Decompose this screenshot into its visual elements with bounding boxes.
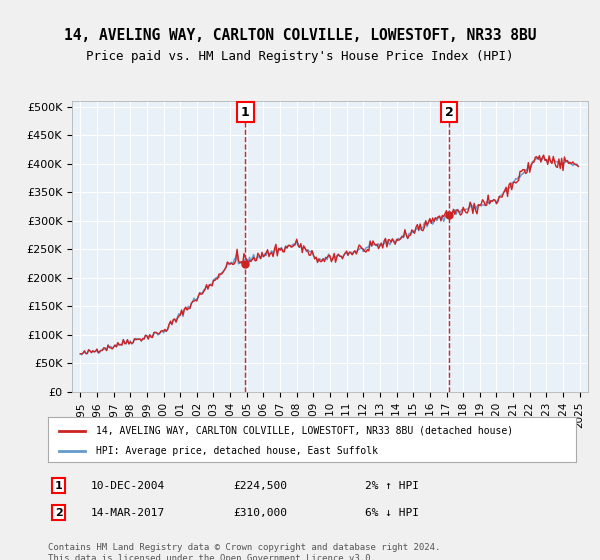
Text: 14-MAR-2017: 14-MAR-2017	[90, 508, 164, 517]
Text: 14, AVELING WAY, CARLTON COLVILLE, LOWESTOFT, NR33 8BU (detached house): 14, AVELING WAY, CARLTON COLVILLE, LOWES…	[95, 426, 512, 436]
Text: 1: 1	[55, 480, 62, 491]
Text: £310,000: £310,000	[233, 508, 287, 517]
Text: 2% ↑ HPI: 2% ↑ HPI	[365, 480, 419, 491]
Text: HPI: Average price, detached house, East Suffolk: HPI: Average price, detached house, East…	[95, 446, 377, 456]
Text: Contains HM Land Registry data © Crown copyright and database right 2024.
This d: Contains HM Land Registry data © Crown c…	[48, 543, 440, 560]
Text: 6% ↓ HPI: 6% ↓ HPI	[365, 508, 419, 517]
Text: £224,500: £224,500	[233, 480, 287, 491]
Text: 10-DEC-2004: 10-DEC-2004	[90, 480, 164, 491]
Text: 2: 2	[445, 106, 454, 119]
Text: Price paid vs. HM Land Registry's House Price Index (HPI): Price paid vs. HM Land Registry's House …	[86, 50, 514, 63]
Text: 1: 1	[241, 106, 250, 119]
Text: 14, AVELING WAY, CARLTON COLVILLE, LOWESTOFT, NR33 8BU: 14, AVELING WAY, CARLTON COLVILLE, LOWES…	[64, 28, 536, 43]
Text: 2: 2	[55, 508, 62, 517]
